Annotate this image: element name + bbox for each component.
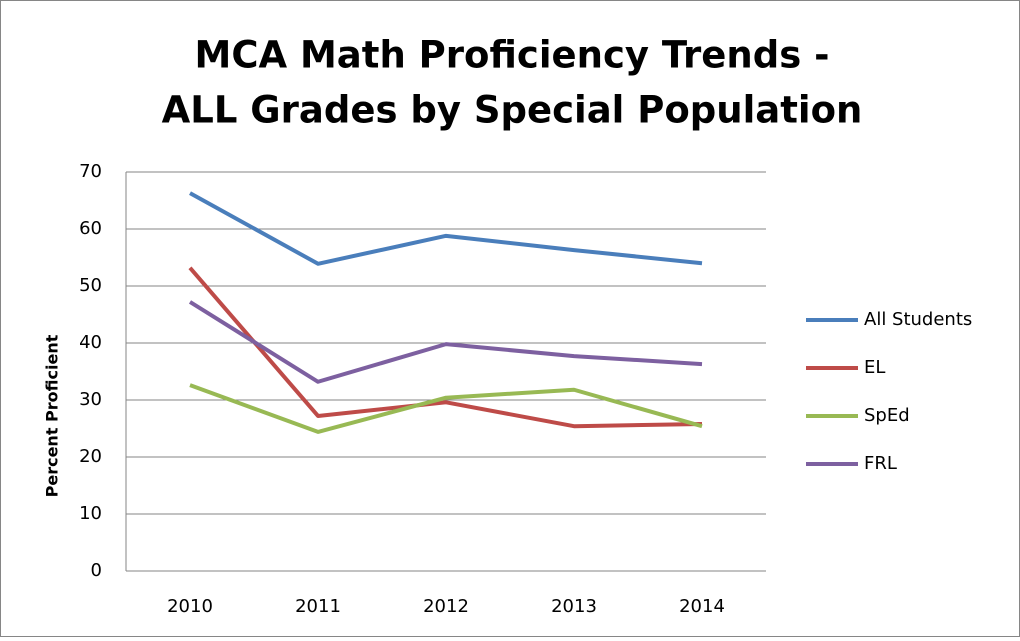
legend-label: All Students	[864, 309, 972, 330]
chart-title: MCA Math Proficiency Trends -	[195, 34, 830, 77]
x-tick-label: 2010	[167, 596, 213, 617]
chart-title: ALL Grades by Special Population	[162, 89, 863, 132]
y-tick-label: 60	[79, 218, 102, 239]
legend-label: EL	[864, 357, 885, 378]
y-tick-label: 70	[79, 161, 102, 182]
legend-label: FRL	[864, 453, 897, 474]
series-line	[188, 266, 703, 429]
y-tick-label: 0	[91, 560, 102, 581]
y-tick-label: 30	[79, 389, 102, 410]
x-tick-label: 2012	[423, 596, 469, 617]
y-tick-label: 10	[79, 503, 102, 524]
series-line	[188, 300, 703, 384]
y-axis-label: Percent Proficient	[43, 334, 62, 497]
series-line	[189, 191, 703, 266]
x-tick-label: 2014	[679, 596, 725, 617]
x-tick-label: 2013	[551, 596, 597, 617]
y-tick-label: 40	[79, 332, 102, 353]
y-tick-label: 50	[79, 275, 102, 296]
series-line	[189, 383, 703, 434]
legend-label: SpEd	[864, 405, 910, 426]
y-tick-label: 20	[79, 446, 102, 467]
x-tick-label: 2011	[295, 596, 341, 617]
